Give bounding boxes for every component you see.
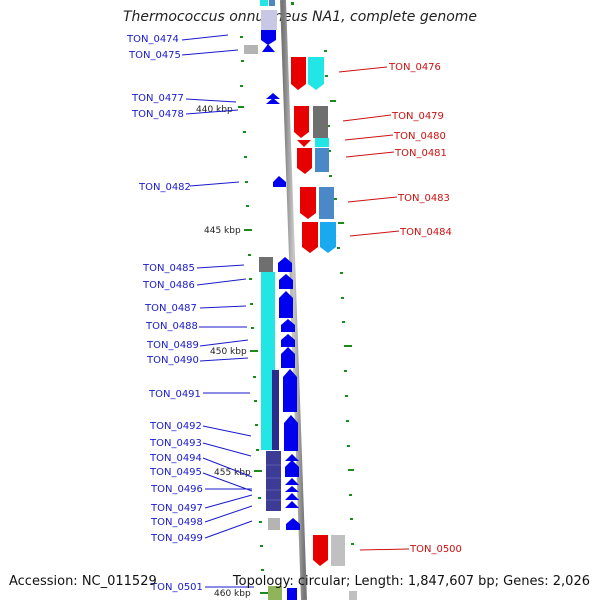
gene-label[interactable]: TON_0490 <box>146 355 199 366</box>
gene-label[interactable]: TON_0477 <box>131 93 184 104</box>
gene-label[interactable]: TON_0496 <box>150 484 203 495</box>
gene-feature[interactable] <box>281 319 295 332</box>
gene-label[interactable]: TON_0481 <box>394 148 447 159</box>
gene-label[interactable]: TON_0480 <box>393 131 446 142</box>
tick-track-center <box>291 2 294 5</box>
accession-text: Accession: NC_011529 <box>9 574 157 589</box>
gene-feature[interactable] <box>281 334 295 347</box>
gene-label[interactable]: TON_0484 <box>399 227 452 238</box>
left-gene-track <box>244 0 300 600</box>
gene-label[interactable]: TON_0479 <box>391 111 444 122</box>
gene-feature[interactable] <box>278 257 292 272</box>
tick-track-left <box>238 36 268 594</box>
gene-feature[interactable] <box>262 44 275 52</box>
scale-label: 440 kbp <box>196 105 233 115</box>
gene-label[interactable]: TON_0491 <box>148 389 201 400</box>
gene-label[interactable]: TON_0475 <box>128 50 181 61</box>
gene-label[interactable]: TON_0478 <box>131 109 184 120</box>
gene-feature[interactable] <box>286 518 300 530</box>
gene-feature[interactable] <box>285 460 299 477</box>
gene-feature[interactable] <box>266 451 281 511</box>
gene-label[interactable]: TON_0500 <box>409 544 462 555</box>
gene-label[interactable]: TON_0499 <box>150 533 203 544</box>
gene-feature[interactable] <box>268 518 280 530</box>
gene-label[interactable]: TON_0476 <box>388 62 441 73</box>
gene-feature[interactable] <box>297 148 312 174</box>
gene-feature[interactable] <box>331 535 345 566</box>
right-gene-track <box>291 57 357 600</box>
scale-label: 460 kbp <box>214 589 251 599</box>
gene-feature[interactable] <box>349 591 357 600</box>
gene-label[interactable]: TON_0483 <box>397 193 450 204</box>
gene-feature[interactable] <box>261 10 277 30</box>
gene-label[interactable]: TON_0488 <box>145 321 198 332</box>
gene-label[interactable]: TON_0489 <box>146 340 199 351</box>
gene-feature[interactable] <box>284 415 298 451</box>
gene-label[interactable]: TON_0493 <box>149 438 202 449</box>
gene-feature[interactable] <box>281 347 295 368</box>
gene-feature[interactable] <box>313 535 328 566</box>
gene-label[interactable]: TON_0486 <box>142 280 195 291</box>
gene-feature[interactable] <box>300 187 316 219</box>
gene-feature[interactable] <box>285 493 299 500</box>
topology-text: Topology: circular; Length: 1,847,607 bp… <box>232 574 590 589</box>
gene-feature[interactable] <box>302 222 318 253</box>
genome-backbone <box>280 0 307 600</box>
gene-label[interactable]: TON_0501 <box>150 582 203 593</box>
gene-feature[interactable] <box>259 257 273 272</box>
gene-feature[interactable] <box>285 486 299 492</box>
gene-feature[interactable] <box>261 30 276 45</box>
gene-feature[interactable] <box>285 454 299 461</box>
gene-feature[interactable] <box>273 176 286 187</box>
gene-feature[interactable] <box>285 501 299 508</box>
gene-feature[interactable] <box>272 370 279 450</box>
gene-feature[interactable] <box>291 57 306 90</box>
gene-label[interactable]: TON_0498 <box>150 517 203 528</box>
gene-feature[interactable] <box>285 478 299 485</box>
gene-label[interactable]: TON_0485 <box>142 263 195 274</box>
gene-label[interactable]: TON_0494 <box>149 453 202 464</box>
gene-feature[interactable] <box>266 98 280 104</box>
left-gene-labels <box>181 34 254 588</box>
genome-title: Thermococcus onnurineus NA1, complete ge… <box>122 9 478 25</box>
tick-track-right <box>324 50 357 593</box>
gene-feature[interactable] <box>260 0 268 6</box>
gene-feature[interactable] <box>279 274 293 289</box>
gene-label[interactable]: TON_0492 <box>149 421 202 432</box>
gene-feature[interactable] <box>320 222 336 253</box>
gene-feature[interactable] <box>261 272 275 450</box>
gene-feature[interactable] <box>266 93 280 99</box>
gene-feature[interactable] <box>313 106 328 138</box>
gene-label[interactable]: TON_0482 <box>138 182 191 193</box>
gene-feature[interactable] <box>319 187 334 219</box>
gene-label[interactable]: TON_0497 <box>150 503 203 514</box>
gene-feature[interactable] <box>297 140 311 147</box>
gene-feature[interactable] <box>315 138 329 147</box>
gene-label[interactable]: TON_0474 <box>126 34 179 45</box>
scale-label: 450 kbp <box>210 347 247 357</box>
scale-label: 445 kbp <box>204 226 241 236</box>
gene-feature[interactable] <box>315 148 329 172</box>
gene-label[interactable]: TON_0495 <box>149 467 202 478</box>
scale-label: 455 kbp <box>214 468 251 478</box>
gene-feature[interactable] <box>244 45 258 54</box>
right-gene-labels <box>338 66 410 551</box>
gene-feature[interactable] <box>269 0 275 6</box>
gene-feature[interactable] <box>279 291 293 318</box>
gene-feature[interactable] <box>308 57 324 90</box>
gene-feature[interactable] <box>268 586 282 600</box>
gene-feature[interactable] <box>287 588 297 600</box>
gene-feature[interactable] <box>294 106 309 138</box>
gene-label[interactable]: TON_0487 <box>144 303 197 314</box>
gene-feature[interactable] <box>283 369 297 412</box>
